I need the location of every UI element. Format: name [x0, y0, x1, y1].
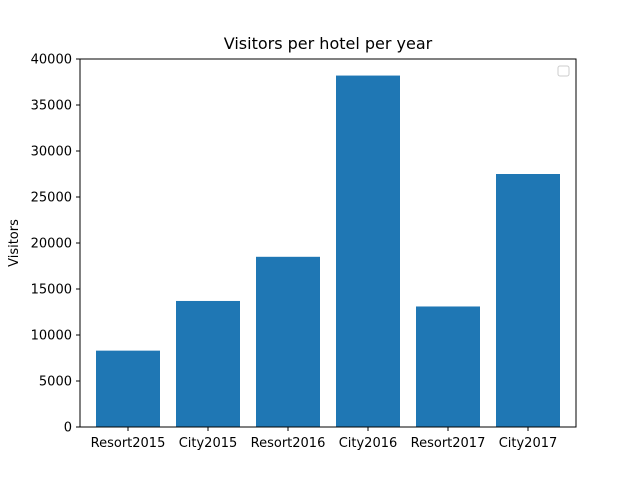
x-tick-label: City2016	[339, 436, 398, 451]
x-tick-label: City2017	[499, 436, 558, 451]
x-tick-label: Resort2016	[251, 436, 326, 451]
y-tick-label: 5000	[39, 375, 72, 390]
bar-resort2015	[96, 350, 160, 427]
x-tick-label: Resort2017	[411, 436, 486, 451]
bars	[96, 75, 560, 427]
y-tick-label: 0	[64, 421, 72, 436]
y-axis: 0 5000 10000 15000 20000 25000 30000 35000 40000	[31, 53, 80, 436]
bar-city2016	[336, 75, 400, 427]
bar-city2017	[496, 174, 560, 427]
y-tick-label: 25000	[31, 191, 72, 206]
x-axis: Resort2015 City2015 Resort2016 City2016 Reso…	[91, 427, 558, 451]
bar-resort2016	[256, 256, 320, 427]
legend-box	[557, 65, 570, 77]
y-tick-label: 20000	[31, 237, 72, 252]
x-tick-label: Resort2015	[91, 436, 166, 451]
plot-frame	[79, 58, 577, 428]
y-tick-label: 15000	[31, 283, 72, 298]
bar-city2015	[176, 300, 240, 427]
chart-title: Visitors per hotel per year	[224, 34, 433, 53]
y-axis-title: Visitors	[7, 219, 22, 267]
y-tick-label: 30000	[31, 145, 72, 160]
y-tick-label: 40000	[31, 53, 72, 68]
y-tick-label: 10000	[31, 329, 72, 344]
y-tick-label: 35000	[31, 99, 72, 114]
bar-resort2017	[416, 306, 480, 427]
x-tick-label: City2015	[179, 436, 238, 451]
